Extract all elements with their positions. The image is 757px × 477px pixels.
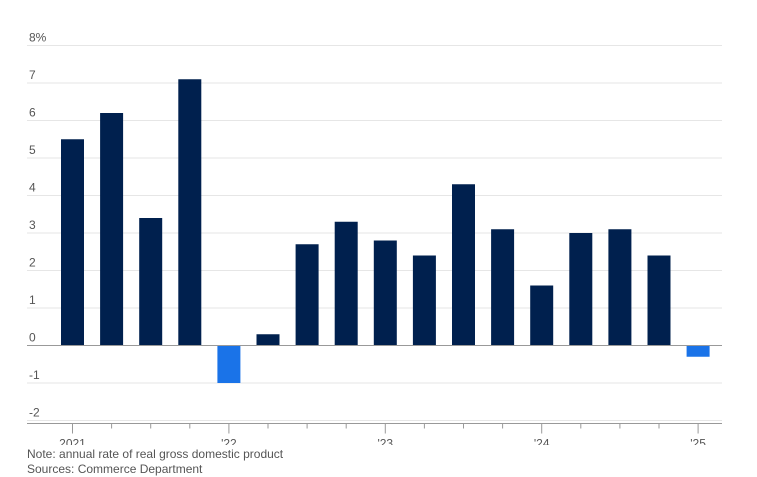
y-tick-label: 8% bbox=[29, 31, 47, 45]
y-tick-label: 4 bbox=[29, 181, 36, 195]
chart-note: Note: annual rate of real gross domestic… bbox=[27, 447, 284, 461]
y-tick-label: 3 bbox=[29, 218, 36, 232]
y-tick-label: 7 bbox=[29, 68, 36, 82]
x-tick-label: '24 bbox=[534, 437, 550, 446]
bar bbox=[295, 244, 319, 346]
bar bbox=[608, 229, 632, 346]
y-tick-label: -2 bbox=[29, 406, 40, 420]
bar bbox=[452, 184, 475, 346]
bar bbox=[178, 79, 202, 346]
bar bbox=[334, 221, 358, 346]
bar bbox=[139, 218, 163, 346]
bar bbox=[256, 334, 280, 346]
bar bbox=[373, 240, 397, 346]
bar bbox=[491, 229, 515, 346]
gdp-bar-chart: -2 -1 0 1 2 3 4 5 6 7 8% 2021 '22 '23 '24 '25 bbox=[27, 31, 722, 446]
chart-sources: Sources: Commerce Department bbox=[27, 462, 203, 476]
bar bbox=[686, 345, 710, 357]
x-tick-label: '23 bbox=[377, 437, 393, 446]
y-tick-label: 0 bbox=[29, 331, 36, 345]
y-tick-label: 6 bbox=[29, 106, 36, 120]
bar bbox=[569, 233, 593, 346]
x-tick-label: 2021 bbox=[59, 437, 86, 446]
bar bbox=[647, 255, 671, 346]
bar bbox=[100, 113, 124, 346]
bar bbox=[61, 139, 84, 346]
x-tick-label: '22 bbox=[221, 437, 237, 446]
bar bbox=[217, 345, 241, 383]
x-tick-label: '25 bbox=[690, 437, 706, 446]
y-tick-label: 2 bbox=[29, 256, 36, 270]
y-tick-label: 5 bbox=[29, 143, 36, 157]
y-tick-label: 1 bbox=[29, 293, 36, 307]
y-tick-label: -1 bbox=[29, 368, 40, 382]
bar bbox=[530, 285, 554, 346]
bar bbox=[412, 255, 436, 346]
